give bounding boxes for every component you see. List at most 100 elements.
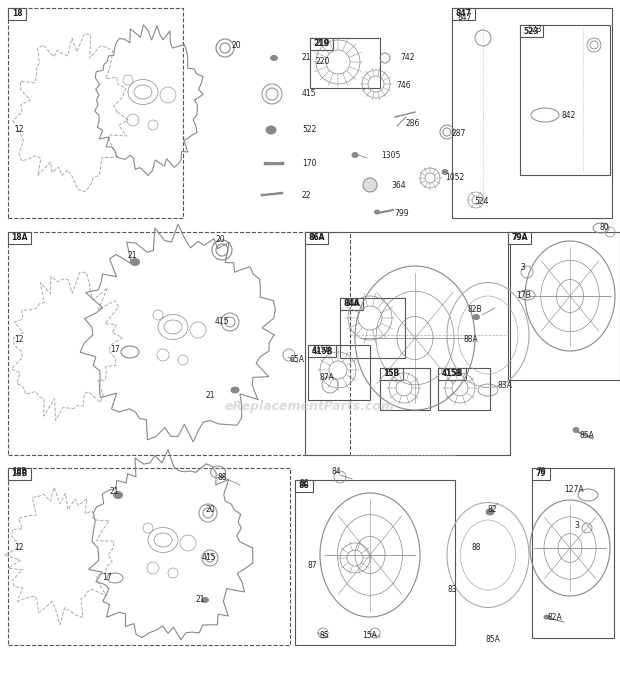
Text: 17: 17 — [102, 574, 112, 583]
Bar — [520, 25, 610, 175]
Text: 21: 21 — [205, 390, 215, 399]
Text: 15A: 15A — [362, 631, 377, 640]
Text: 86A: 86A — [310, 234, 325, 243]
Ellipse shape — [202, 597, 208, 602]
Text: 83A: 83A — [497, 380, 512, 389]
Text: 524: 524 — [474, 198, 489, 207]
Text: 79A: 79A — [512, 234, 528, 243]
Text: 22: 22 — [302, 191, 311, 200]
Text: 523: 523 — [527, 26, 541, 35]
Text: 15B: 15B — [383, 369, 399, 378]
Text: 1052: 1052 — [445, 173, 464, 182]
Bar — [310, 38, 380, 88]
Bar — [380, 368, 430, 410]
Text: 65A: 65A — [289, 356, 304, 365]
Text: 522: 522 — [302, 125, 316, 134]
Text: 87A: 87A — [320, 374, 335, 383]
Bar — [438, 368, 466, 380]
Text: 21: 21 — [302, 53, 311, 62]
Text: 847: 847 — [458, 13, 472, 22]
Text: 17B: 17B — [516, 290, 531, 299]
Bar — [452, 8, 475, 20]
Text: 88: 88 — [218, 473, 228, 482]
Text: 415B: 415B — [441, 369, 463, 378]
Text: 415B: 415B — [442, 369, 462, 378]
Ellipse shape — [374, 210, 379, 214]
Text: 18B: 18B — [12, 468, 27, 477]
Text: 82: 82 — [488, 505, 497, 514]
Ellipse shape — [266, 126, 276, 134]
Bar — [8, 468, 290, 645]
Text: 85: 85 — [320, 631, 330, 640]
Bar — [438, 368, 490, 410]
Bar — [532, 468, 550, 480]
Circle shape — [363, 178, 377, 192]
Text: 86A: 86A — [308, 234, 325, 243]
Ellipse shape — [231, 387, 239, 393]
Bar — [8, 232, 350, 455]
Bar — [308, 345, 336, 357]
Text: 3: 3 — [520, 263, 525, 272]
Text: 415: 415 — [202, 554, 216, 563]
Ellipse shape — [486, 509, 494, 515]
Bar — [380, 368, 403, 380]
Ellipse shape — [442, 170, 448, 175]
Bar — [8, 8, 26, 20]
Bar — [8, 468, 31, 480]
Text: 523: 523 — [524, 26, 539, 35]
Bar — [295, 480, 455, 645]
Text: 79A: 79A — [512, 234, 527, 243]
Text: 17: 17 — [110, 346, 120, 355]
Text: 415: 415 — [302, 89, 316, 98]
Text: 127A: 127A — [564, 486, 583, 495]
Text: 799: 799 — [394, 209, 409, 218]
Bar — [305, 232, 510, 455]
Bar — [310, 38, 333, 50]
Text: 84A: 84A — [345, 299, 360, 308]
Text: 415B: 415B — [312, 346, 332, 355]
Text: 84A: 84A — [343, 299, 360, 308]
Bar — [520, 25, 543, 37]
Text: 79: 79 — [536, 468, 546, 477]
Text: 87: 87 — [308, 561, 317, 570]
Text: 83: 83 — [448, 586, 458, 595]
Text: 18B: 18B — [11, 469, 28, 478]
Ellipse shape — [544, 615, 550, 619]
Text: 82B: 82B — [468, 306, 482, 315]
Bar — [508, 232, 531, 244]
Text: 219: 219 — [316, 40, 330, 49]
Text: 82A: 82A — [548, 613, 563, 622]
Text: 79: 79 — [536, 469, 546, 478]
Text: 86: 86 — [300, 480, 309, 489]
Text: 746: 746 — [396, 82, 410, 91]
Text: 20: 20 — [205, 505, 215, 514]
Text: 85A: 85A — [485, 635, 500, 644]
Text: 170: 170 — [302, 159, 316, 168]
Text: 21: 21 — [195, 595, 205, 604]
Text: 15B: 15B — [384, 369, 399, 378]
Text: 1305: 1305 — [381, 150, 401, 159]
Text: 286: 286 — [405, 119, 419, 128]
Bar — [305, 232, 328, 244]
Text: 219: 219 — [314, 40, 329, 49]
Text: 847: 847 — [456, 10, 471, 19]
Text: 415: 415 — [215, 317, 229, 326]
Bar — [532, 468, 614, 638]
Bar — [340, 298, 363, 310]
Text: 88: 88 — [472, 543, 482, 552]
Ellipse shape — [270, 55, 278, 60]
Text: 80: 80 — [600, 224, 609, 232]
Text: 742: 742 — [400, 53, 415, 62]
Text: 3: 3 — [574, 520, 579, 529]
Text: 12: 12 — [14, 543, 24, 552]
Ellipse shape — [113, 491, 123, 498]
Ellipse shape — [573, 428, 579, 432]
Bar — [508, 232, 620, 380]
Text: eReplacementParts.com: eReplacementParts.com — [225, 400, 395, 413]
Text: 86: 86 — [299, 482, 309, 491]
Bar — [308, 345, 370, 400]
Text: 85A: 85A — [580, 430, 595, 439]
Text: 842: 842 — [562, 110, 577, 119]
Bar — [8, 232, 31, 244]
Text: 21: 21 — [128, 252, 138, 261]
